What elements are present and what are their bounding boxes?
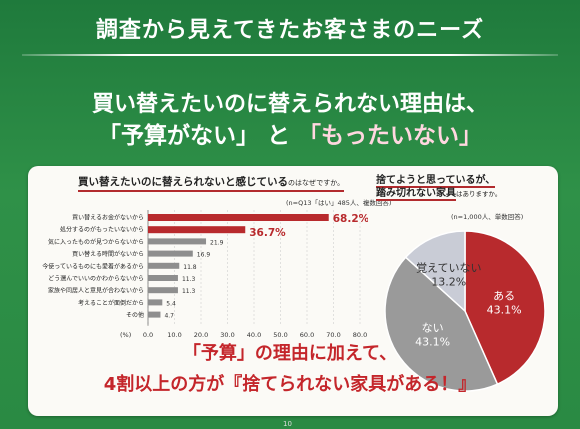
category-label: その他	[126, 311, 144, 319]
bar	[148, 226, 246, 234]
category-label: 今使っているものにも愛着があるから	[42, 262, 144, 270]
category-label: 家族や同居人と意見が合わないから	[48, 287, 144, 295]
pie-slice	[384, 256, 499, 392]
category-label: 処分するのがもったいないから	[60, 226, 144, 234]
pie-chart-note: (n=1,000人、単数回答)	[451, 213, 524, 221]
headline-line2: 「予算がない」 と 「もったいない」	[0, 116, 580, 150]
value-label: 16.9	[197, 252, 211, 259]
chart-panel: 買い替えたいのに替えられないと感じているのはなぜですか。 (n=Q13「はい」4…	[28, 166, 558, 416]
pie-label: 覚えていない	[416, 261, 481, 274]
bar	[148, 275, 178, 281]
bar-chart: 0.0 10.0 20.0 30.0 40.0 50.0 60.0 70.0 80.0 (%) 買い…	[42, 210, 368, 339]
value-label: 4.7	[164, 313, 174, 320]
value-label: 5.4	[166, 300, 176, 307]
bar	[148, 262, 180, 269]
x-tick-label: 60.0	[300, 331, 314, 339]
x-tick-label: 10.0	[167, 331, 181, 339]
category-label: 買い替える時間がないから	[72, 250, 144, 258]
pie-slice	[464, 230, 546, 386]
pie-value-label: 43.1%	[415, 335, 450, 348]
pie-slice	[404, 230, 466, 313]
value-label: 68.2%	[333, 213, 368, 225]
headline-line1: 買い替えたいのに替えられない理由は、	[91, 92, 488, 117]
bar	[148, 311, 161, 318]
conclusion-line2: 4割以上の方が『捨てられない家具がある！』	[103, 374, 477, 395]
category-label: どう選んでいいのかわからないから	[48, 275, 144, 283]
header-divider	[22, 54, 558, 56]
headline-and: と	[267, 123, 290, 149]
pie-label: ない	[422, 321, 444, 334]
bar	[148, 214, 329, 221]
x-tick-label: 20.0	[194, 331, 208, 339]
pie-label: ある	[493, 290, 515, 303]
x-tick-label: 70.0	[326, 331, 340, 339]
pie-value-label: 43.1%	[487, 304, 522, 317]
x-tick-label: 80.0	[353, 331, 367, 339]
header-title: 調査から見えてきたお客さまのニーズ	[95, 18, 485, 43]
bar	[148, 299, 163, 306]
pie-value-label: 13.2%	[431, 275, 466, 288]
bar-chart-title: 買い替えたいのに替えられないと感じているのはなぜですか。	[78, 174, 345, 192]
bar-chart-note: (n=Q13「はい」485人、複数回答)	[286, 199, 392, 207]
value-label: 11.3	[182, 288, 196, 295]
page-number: 10	[283, 420, 292, 428]
category-label: 考えることが面倒だから	[78, 299, 144, 307]
bar	[148, 287, 178, 294]
x-tick-label: 0.0	[143, 331, 153, 339]
x-tick-label: 50.0	[273, 331, 287, 339]
conclusion-line1: 「予算」の理由に加えて、	[182, 343, 398, 364]
headline-mottainai: 「もったいない」	[298, 123, 483, 149]
headline-budget: 「予算がない」	[97, 123, 259, 149]
x-unit-label: (%)	[120, 331, 131, 339]
category-label: 気に入ったものが見つからないから	[48, 238, 144, 246]
category-label: 買い替えるお金がないから	[72, 214, 144, 222]
x-tick-label: 40.0	[247, 331, 261, 339]
value-label: 11.3	[182, 276, 196, 283]
x-tick-label: 30.0	[220, 331, 234, 339]
pie-chart-title: 捨てようと思っているが、 踏み切れない家具はありますか。	[376, 175, 502, 201]
bar	[148, 250, 193, 257]
value-label: 21.9	[210, 239, 224, 246]
bar	[148, 238, 207, 245]
value-label: 11.8	[183, 264, 197, 271]
value-label: 36.7%	[249, 227, 286, 239]
